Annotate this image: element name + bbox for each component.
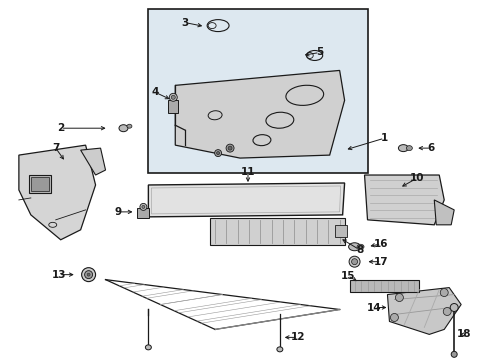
Ellipse shape: [145, 345, 151, 350]
Bar: [168, 100, 178, 113]
Polygon shape: [364, 175, 443, 225]
Polygon shape: [210, 218, 344, 245]
Ellipse shape: [389, 314, 398, 321]
Text: 13: 13: [51, 270, 66, 280]
Polygon shape: [175, 71, 344, 158]
Text: 3: 3: [181, 18, 188, 28]
Polygon shape: [433, 200, 453, 225]
Ellipse shape: [87, 273, 90, 276]
Text: 16: 16: [373, 239, 388, 249]
Ellipse shape: [127, 124, 132, 128]
Ellipse shape: [348, 243, 360, 251]
Polygon shape: [349, 280, 419, 292]
Text: 11: 11: [240, 167, 255, 177]
Bar: [148, 9, 367, 173]
Bar: [334, 225, 346, 237]
Bar: [31, 177, 49, 191]
Polygon shape: [386, 288, 460, 334]
Text: 6: 6: [427, 143, 434, 153]
Ellipse shape: [225, 144, 234, 152]
Text: 17: 17: [373, 257, 388, 267]
Text: 5: 5: [315, 48, 323, 58]
Text: 2: 2: [57, 123, 64, 133]
Text: 15: 15: [340, 271, 354, 281]
Ellipse shape: [351, 259, 357, 265]
Ellipse shape: [348, 256, 359, 267]
Bar: [29, 175, 51, 193]
Ellipse shape: [227, 146, 232, 150]
Ellipse shape: [276, 347, 282, 352]
Ellipse shape: [119, 125, 128, 132]
Ellipse shape: [84, 271, 92, 279]
Text: 14: 14: [366, 302, 381, 312]
Ellipse shape: [81, 268, 95, 282]
Ellipse shape: [406, 146, 411, 150]
Ellipse shape: [216, 152, 219, 154]
Polygon shape: [19, 145, 95, 240]
Ellipse shape: [398, 145, 407, 152]
Bar: [137, 208, 149, 218]
Ellipse shape: [442, 307, 450, 315]
Ellipse shape: [356, 244, 363, 249]
Ellipse shape: [169, 93, 177, 101]
Text: 7: 7: [52, 143, 60, 153]
Ellipse shape: [449, 303, 457, 311]
Text: 10: 10: [409, 173, 424, 183]
Text: 12: 12: [290, 332, 305, 342]
Polygon shape: [148, 183, 344, 217]
Ellipse shape: [140, 203, 146, 210]
Ellipse shape: [395, 293, 403, 302]
Ellipse shape: [142, 206, 144, 208]
Polygon shape: [81, 148, 105, 175]
Text: 8: 8: [355, 245, 363, 255]
Ellipse shape: [439, 289, 447, 297]
Text: 18: 18: [456, 329, 470, 339]
Ellipse shape: [450, 351, 456, 357]
Text: 4: 4: [151, 87, 159, 97]
Text: 1: 1: [380, 133, 387, 143]
Ellipse shape: [171, 95, 175, 99]
Text: 9: 9: [115, 207, 122, 217]
Ellipse shape: [214, 150, 221, 157]
